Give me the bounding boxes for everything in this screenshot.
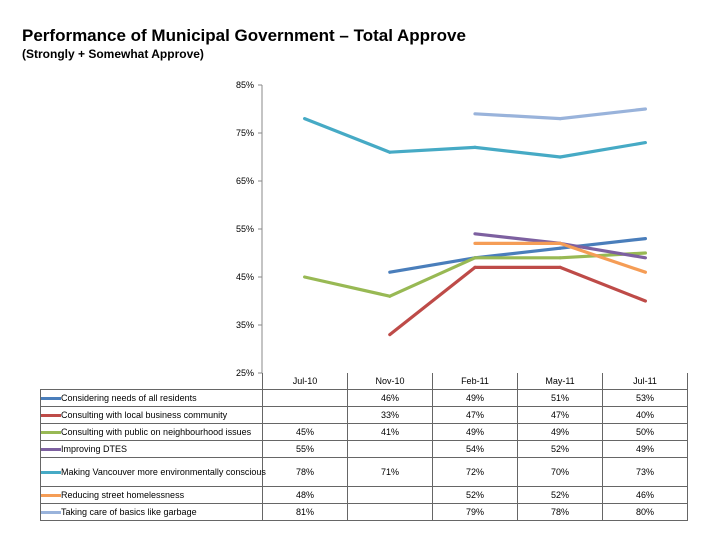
data-cell: 52% [517, 440, 603, 458]
series-segment-3 [558, 241, 648, 260]
legend-key-icon [41, 397, 61, 401]
data-cell: 52% [517, 486, 603, 504]
x-tick-label: Feb-11 [432, 373, 518, 390]
table-row: Considering needs of all residents 46% 49%… [40, 389, 688, 407]
series-segment-0 [388, 256, 477, 274]
data-cell: 33% [347, 406, 433, 424]
data-cell: 49% [602, 440, 688, 458]
data-cell: 47% [432, 406, 518, 424]
y-tick-label: 45% [236, 272, 254, 282]
legend-entry: Improving DTES [40, 440, 263, 458]
data-cell: 49% [432, 423, 518, 441]
chart-subtitle: (Strongly + Somewhat Approve) [22, 47, 204, 61]
data-cell [262, 389, 348, 407]
x-tick-label: Jul-10 [262, 373, 348, 390]
legend-entry: Taking care of basics like garbage [40, 503, 263, 521]
x-tick-label: Jul-11 [602, 373, 688, 390]
data-cell: 70% [517, 457, 603, 487]
series-name: Improving DTES [61, 444, 128, 454]
y-tick-label: 85% [236, 80, 254, 90]
data-cell: 40% [602, 406, 688, 424]
series-segment-4 [473, 145, 562, 159]
legend-key-icon [41, 448, 61, 452]
data-cell [347, 503, 433, 521]
legend-entry: Reducing street homelessness [40, 486, 263, 504]
data-cell: 71% [347, 457, 433, 487]
data-cell: 78% [517, 503, 603, 521]
data-cell: 72% [432, 457, 518, 487]
data-cell: 54% [432, 440, 518, 458]
series-segment-1 [388, 265, 477, 337]
series-segment-6 [473, 112, 562, 121]
legend-key-icon [41, 511, 61, 515]
legend-entry: Considering needs of all residents [40, 389, 263, 407]
data-cell [347, 486, 433, 504]
series-segment-5 [558, 241, 648, 274]
data-cell: 80% [602, 503, 688, 521]
data-table: Jul-10 Nov-10 Feb-11 May-11 Jul-11 Considerin… [40, 373, 688, 521]
data-cell: 81% [262, 503, 348, 521]
data-cell: 45% [262, 423, 348, 441]
chart-title: Performance of Municipal Government – To… [22, 26, 466, 45]
table-row: Reducing street homelessness 48% 52% 52% 46% [40, 486, 688, 504]
legend-key-icon [41, 431, 61, 435]
table-row: Making Vancouver more environmentally co… [40, 457, 688, 487]
data-cell: 49% [517, 423, 603, 441]
legend-key-icon [41, 494, 61, 498]
data-cell [262, 406, 348, 424]
series-name: Taking care of basics like garbage [61, 507, 197, 517]
series-name: Considering needs of all residents [61, 393, 197, 403]
data-cell [347, 440, 433, 458]
data-cell: 79% [432, 503, 518, 521]
data-cell: 78% [262, 457, 348, 487]
table-corner [40, 373, 263, 390]
data-cell: 50% [602, 423, 688, 441]
series-segment-1 [558, 265, 648, 303]
series-segment-4 [388, 145, 477, 154]
series-segment-4 [303, 116, 392, 154]
data-cell: 73% [602, 457, 688, 487]
data-cell: 46% [347, 389, 433, 407]
data-cell: 53% [602, 389, 688, 407]
legend-key-icon [41, 470, 61, 474]
series-name: Consulting with local business community [61, 410, 228, 420]
table-row: Taking care of basics like garbage 81% 79%… [40, 503, 688, 521]
series-name: Reducing street homelessness [61, 490, 185, 500]
y-tick-label: 75% [236, 128, 254, 138]
data-cell: 41% [347, 423, 433, 441]
series-segment-2 [303, 275, 392, 298]
legend-entry: Consulting with public on neighbourhood … [40, 423, 263, 441]
data-cell: 55% [262, 440, 348, 458]
series-name: Consulting with public on neighbourhood … [61, 427, 252, 437]
table-row: Improving DTES 55% 54% 52% 49% [40, 440, 688, 458]
series-segment-2 [388, 256, 477, 298]
x-tick-label: Nov-10 [347, 373, 433, 390]
x-tick-label: May-11 [517, 373, 603, 390]
y-tick-label: 55% [236, 224, 254, 234]
data-cell: 52% [432, 486, 518, 504]
series-segment-6 [558, 107, 648, 121]
data-cell: 49% [432, 389, 518, 407]
legend-entry: Consulting with local business community [40, 406, 263, 424]
series-segment-4 [558, 141, 648, 159]
data-cell: 47% [517, 406, 603, 424]
y-tick-label: 35% [236, 320, 254, 330]
table-row: Consulting with public on neighbourhood … [40, 423, 688, 441]
data-cell: 46% [602, 486, 688, 504]
y-tick-label: 65% [236, 176, 254, 186]
data-cell: 51% [517, 389, 603, 407]
legend-entry: Making Vancouver more environmentally co… [40, 457, 266, 487]
legend-key-icon [41, 414, 61, 418]
data-cell: 48% [262, 486, 348, 504]
table-row: Consulting with local business community… [40, 406, 688, 424]
series-name: Making Vancouver more environmentally co… [61, 466, 266, 477]
